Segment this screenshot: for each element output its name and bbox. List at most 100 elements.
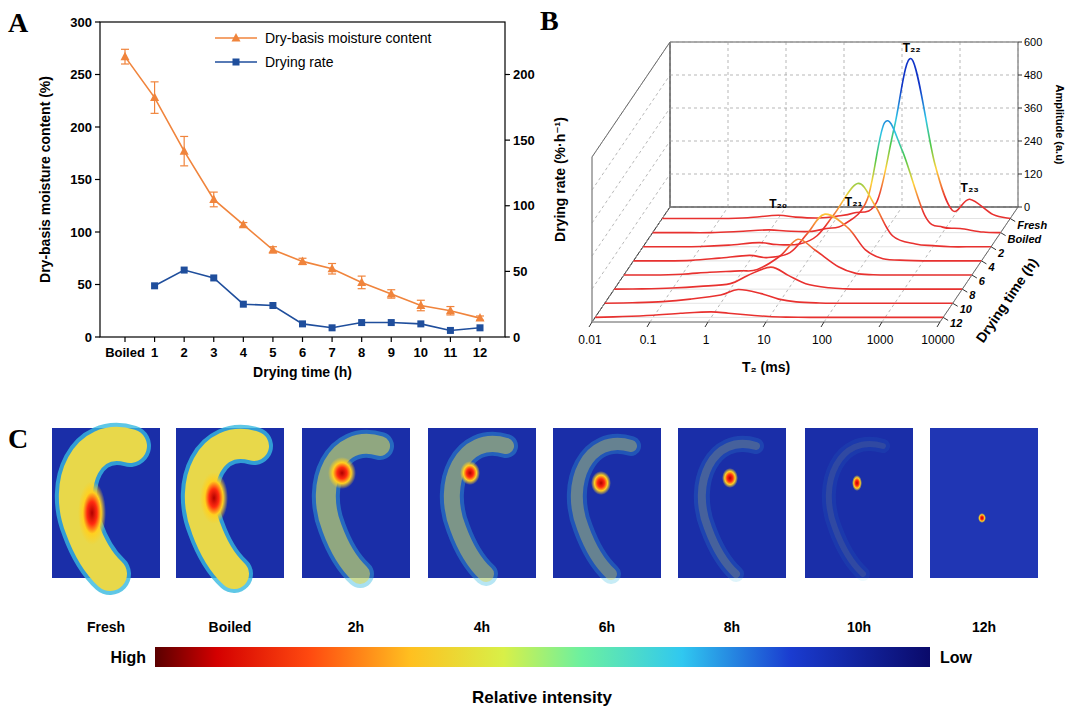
- grid-line: [592, 207, 670, 322]
- y-axis-title: Dry-basis moisture content (%): [37, 76, 53, 283]
- error-bar-cap: [328, 273, 336, 274]
- mri-image: [52, 428, 160, 578]
- grid-line: [902, 42, 903, 207]
- x-tick: [272, 337, 273, 342]
- panel-b: 0.010.1110100100010000T₂ (ms)01202403604…: [578, 36, 1066, 375]
- hot-spot: [460, 461, 480, 485]
- data-point: [239, 220, 248, 229]
- y-tick: [1018, 75, 1022, 76]
- z-tick: [943, 317, 948, 320]
- grid-line: [592, 174, 670, 289]
- shrimp-body: [200, 444, 254, 574]
- grid-line: [670, 75, 1018, 76]
- y2-tick-label: 200: [513, 67, 535, 82]
- panel-a: 050100150200250300050100150200Boiled1234…: [37, 15, 568, 381]
- x-tick: [450, 337, 451, 342]
- grid-line: [670, 42, 1018, 43]
- data-point: [299, 320, 306, 327]
- legend-label: Dry-basis moisture content: [265, 30, 432, 46]
- shrimp-body: [702, 444, 756, 574]
- z-tick-label: Boiled: [1008, 233, 1042, 245]
- image-background: [428, 428, 536, 578]
- error-bar: [417, 300, 425, 311]
- data-point: [476, 313, 485, 322]
- data-point: [387, 289, 396, 298]
- legend-marker: [232, 33, 241, 42]
- y-tick-label: 250: [70, 67, 92, 82]
- x-tick-label: Boiled: [105, 345, 145, 360]
- error-bar-cap: [358, 276, 366, 277]
- x-tick: [243, 337, 244, 342]
- x-tick-label: 10000: [921, 333, 955, 347]
- grid-line: [670, 174, 1018, 175]
- y-tick: [1018, 42, 1022, 43]
- y2-tick: [505, 140, 510, 141]
- data-point: [298, 256, 307, 265]
- z-tick: [972, 275, 977, 278]
- image-background: [805, 428, 913, 578]
- spectrum-line: [643, 183, 991, 246]
- shrimp-body: [76, 444, 130, 574]
- hot-spot: [78, 481, 106, 545]
- plot-area: [121, 49, 485, 334]
- grid-line: [592, 42, 670, 157]
- grid-line: [670, 141, 1018, 142]
- mri-image: [805, 428, 913, 578]
- error-bar: [358, 276, 366, 289]
- peak-label: T₂₀: [769, 197, 787, 211]
- y-tick-label: 120: [1024, 168, 1042, 180]
- legend-label: Drying rate: [265, 54, 334, 70]
- image-label: 6h: [599, 619, 615, 635]
- x-tick-label: 5: [269, 345, 276, 360]
- z-tick-label: 4: [987, 261, 994, 273]
- x-tick: [479, 337, 480, 342]
- x-tick: [647, 322, 650, 327]
- error-bar: [180, 136, 188, 165]
- x-tick: [124, 337, 125, 342]
- y2-tick: [505, 205, 510, 206]
- peak-label: T₂₂: [903, 41, 921, 55]
- spectrum-line: [653, 121, 1001, 233]
- grid-line: [728, 42, 729, 207]
- y2-tick-label: 50: [513, 264, 527, 279]
- y-tick: [95, 74, 100, 75]
- shrimp-body: [829, 444, 883, 574]
- error-bar: [121, 49, 129, 64]
- image-label: 4h: [474, 619, 490, 635]
- x-tick-label: 12: [473, 345, 487, 360]
- peak-label: T₂₁: [845, 195, 863, 209]
- x-tick-label: 2: [181, 345, 188, 360]
- x-axis-title: T₂ (ms): [742, 359, 790, 375]
- hot-spot: [852, 475, 862, 491]
- data-point: [240, 301, 247, 308]
- grid-line: [592, 207, 670, 322]
- x-tick: [589, 322, 592, 327]
- x-tick-label: 0.1: [640, 333, 657, 347]
- image-background: [553, 428, 661, 578]
- z-tick-label: 6: [979, 275, 986, 287]
- error-bar-cap: [121, 63, 129, 64]
- mri-image: [930, 428, 1038, 578]
- error-bar-cap: [180, 136, 188, 137]
- color-bar: [155, 647, 930, 667]
- legend: Dry-basis moisture content Drying rate: [215, 30, 432, 70]
- error-bar: [210, 192, 218, 207]
- data-point: [329, 324, 336, 331]
- y-tick-label: 300: [70, 15, 92, 30]
- image-background: [52, 428, 160, 578]
- y-tick: [95, 21, 100, 22]
- figure: ABC050100150200250300050100150200Boiled1…: [0, 0, 1067, 715]
- data-point: [446, 306, 455, 315]
- grid-line: [650, 207, 728, 322]
- y-tick-label: 240: [1024, 135, 1042, 147]
- y-tick: [95, 179, 100, 180]
- z-tick-label: 8: [969, 289, 976, 301]
- x-tick-label: 100: [812, 333, 832, 347]
- error-bar-cap: [151, 81, 159, 82]
- x-tick: [821, 322, 824, 327]
- series-line: [125, 57, 480, 318]
- mri-image: [553, 428, 661, 578]
- y-tick-label: 200: [70, 120, 92, 135]
- color-bar-label: High: [110, 649, 146, 666]
- x-tick-label: 3: [210, 345, 217, 360]
